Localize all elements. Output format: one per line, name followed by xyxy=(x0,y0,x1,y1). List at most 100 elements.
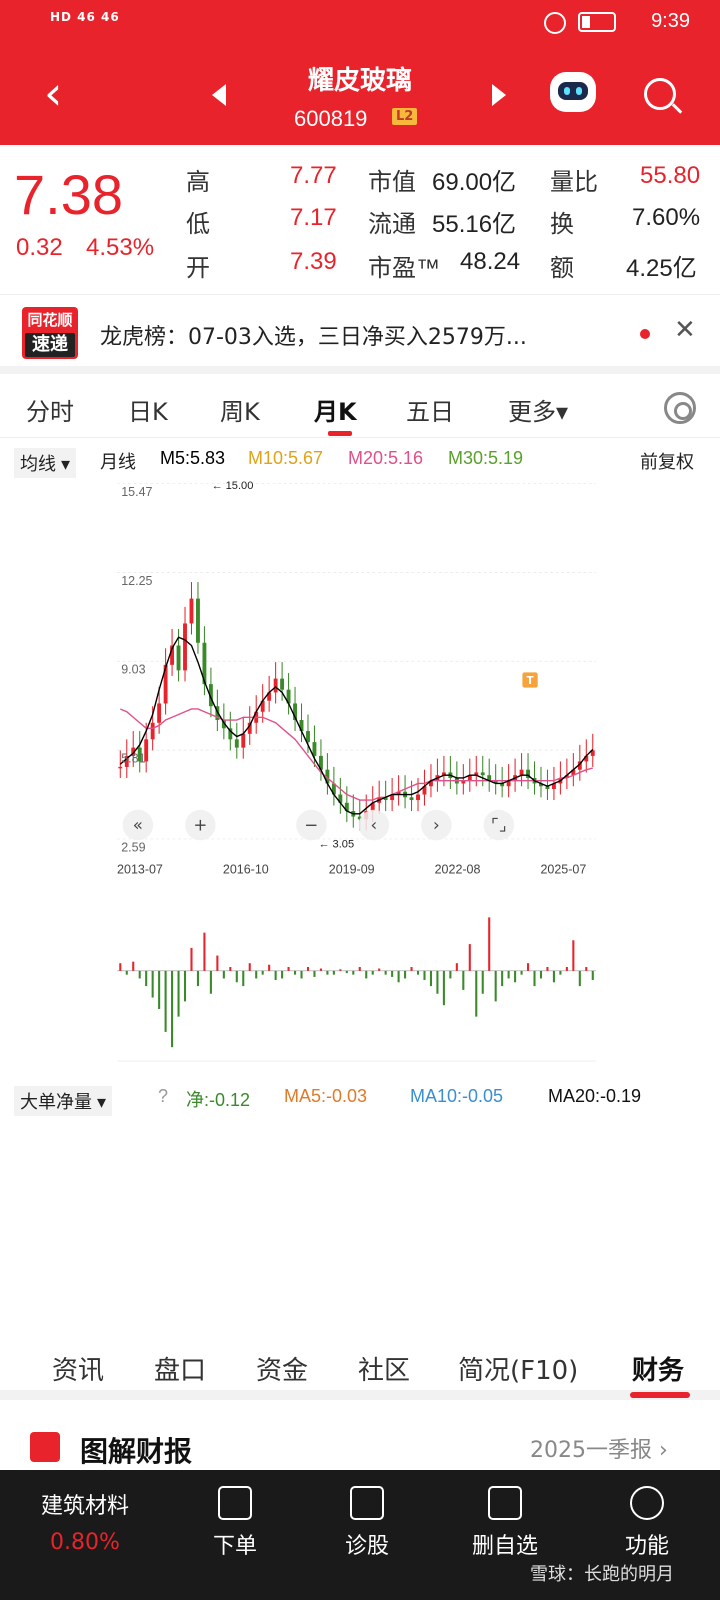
flow-bar xyxy=(481,970,484,994)
candle-body xyxy=(331,783,336,795)
tab-weekly[interactable]: 周K xyxy=(220,398,260,426)
candle-body xyxy=(247,722,252,734)
candle-body xyxy=(299,720,304,732)
remove-watch-button[interactable]: 删自选 xyxy=(460,1486,550,1560)
battery-icon xyxy=(578,12,616,32)
search-icon[interactable] xyxy=(644,78,676,110)
news-banner[interactable]: 同花顺 速递 龙虎榜：07-03入选，三日净买入2579万... ✕ xyxy=(0,294,720,374)
tab-f10[interactable]: 简况(F10) xyxy=(458,1356,579,1386)
alarm-icon xyxy=(544,12,566,34)
diagnose-button[interactable]: 诊股 xyxy=(322,1486,412,1560)
candle-body xyxy=(357,816,362,820)
flow-bar xyxy=(255,970,258,979)
nav-button: ‹ xyxy=(358,809,390,841)
report-period[interactable]: 2025一季报 › xyxy=(530,1438,668,1463)
candle-body xyxy=(318,755,323,770)
adjust-mode[interactable]: 前复权 xyxy=(640,452,694,472)
candle-body xyxy=(163,664,168,704)
nav-button-bg xyxy=(358,809,390,841)
help-icon[interactable]: ? xyxy=(158,1086,169,1106)
robot-icon[interactable] xyxy=(550,72,596,112)
tab-5day[interactable]: 五日 xyxy=(406,398,454,426)
flow-bar xyxy=(138,970,141,979)
y-tick-label: 12.25 xyxy=(121,574,152,588)
menu-label: 功能 xyxy=(624,1534,669,1559)
ma30-value: M30:5.19 xyxy=(448,448,524,468)
stock-code: 600819 xyxy=(294,106,368,131)
candle-body xyxy=(584,755,589,762)
candle-body xyxy=(429,780,433,787)
candle-body xyxy=(441,772,446,776)
flow-bar xyxy=(578,970,581,987)
next-stock-icon[interactable] xyxy=(492,84,506,106)
tab-news[interactable]: 资讯 xyxy=(52,1356,105,1386)
flow-bar xyxy=(339,969,342,971)
brand-bottom: 速递 xyxy=(25,333,75,357)
candle-body xyxy=(124,755,129,767)
flow-bar xyxy=(378,968,381,971)
prev-stock-icon[interactable] xyxy=(212,84,226,106)
candle-body xyxy=(461,780,466,784)
watermark: 雪球：长跑的明月 xyxy=(530,1564,674,1585)
banner-text: 龙虎榜：07-03入选，三日净买入2579万... xyxy=(100,325,527,350)
tab-daily[interactable]: 日K xyxy=(128,398,168,426)
quote-value-turnover: 7.60% xyxy=(632,204,701,231)
back-icon[interactable]: ‹ xyxy=(44,66,63,120)
flow-bar xyxy=(442,970,445,1006)
candle-body xyxy=(519,769,524,776)
nav-button-label: « xyxy=(133,816,143,835)
candle-body xyxy=(150,722,155,740)
flow-bar xyxy=(565,967,568,971)
menu-button[interactable]: 功能 xyxy=(602,1486,692,1560)
y-tick-label: 2.59 xyxy=(121,840,145,854)
remove-watch-label: 删自选 xyxy=(471,1534,538,1559)
tab-book[interactable]: 盘口 xyxy=(154,1356,207,1386)
candle-body xyxy=(306,731,310,743)
quote-label-high: 高 xyxy=(186,169,210,196)
ma-selector[interactable]: 均线 ▾ xyxy=(14,448,77,478)
flow-bar xyxy=(287,967,290,971)
tab-more[interactable]: 更多▾ xyxy=(508,398,569,426)
candle-body xyxy=(189,598,194,624)
nav-button-label: + xyxy=(193,816,207,835)
level-badge: L2 xyxy=(392,108,418,125)
header-background xyxy=(0,0,720,145)
current-price: 7.38 xyxy=(14,163,123,226)
candle-body xyxy=(202,642,207,685)
tab-community[interactable]: 社区 xyxy=(358,1356,411,1386)
candles-layer xyxy=(118,582,595,831)
flow-bar xyxy=(190,947,193,971)
flow-bar xyxy=(306,967,310,971)
candle-body xyxy=(551,783,556,789)
report-section[interactable]: 图解财报 2025一季报 › xyxy=(0,1410,720,1470)
flow-ma10: MA10:-0.05 xyxy=(410,1086,504,1106)
active-bottom-tab-indicator xyxy=(630,1392,690,1398)
candle-body xyxy=(312,742,317,756)
tab-intraday[interactable]: 分时 xyxy=(26,398,74,426)
nav-button: + xyxy=(185,809,216,841)
flow-selector[interactable]: 大单净量 ▾ xyxy=(14,1086,113,1116)
sector-info[interactable]: 建筑材料 0.80% xyxy=(30,1488,140,1555)
flow-bar xyxy=(326,970,329,975)
close-icon[interactable]: ✕ xyxy=(674,315,696,345)
quote-value-amount: 4.25亿 xyxy=(626,255,697,282)
tab-monthly[interactable]: 月K xyxy=(314,398,357,426)
candle-body xyxy=(539,783,543,787)
flow-bar xyxy=(494,970,497,1002)
order-button[interactable]: 下单 xyxy=(190,1486,280,1560)
nav-button-label: ⌜⌟ xyxy=(491,816,507,835)
flow-bar xyxy=(436,970,439,994)
candle-body xyxy=(487,775,492,781)
tab-funds[interactable]: 资金 xyxy=(256,1356,309,1386)
status-time: 9:39 xyxy=(651,10,690,32)
signal-indicators: HD 46 46 xyxy=(50,10,120,24)
candle-body xyxy=(157,703,162,723)
tab-finance[interactable]: 财务 xyxy=(632,1356,685,1386)
quote-label-mktcap: 市值 xyxy=(368,169,416,196)
flow-bar xyxy=(125,970,128,975)
settings-icon[interactable] xyxy=(664,392,696,424)
candle-body xyxy=(526,769,530,778)
flow-bar xyxy=(268,964,271,971)
nav-button-label: ‹ xyxy=(371,816,378,835)
